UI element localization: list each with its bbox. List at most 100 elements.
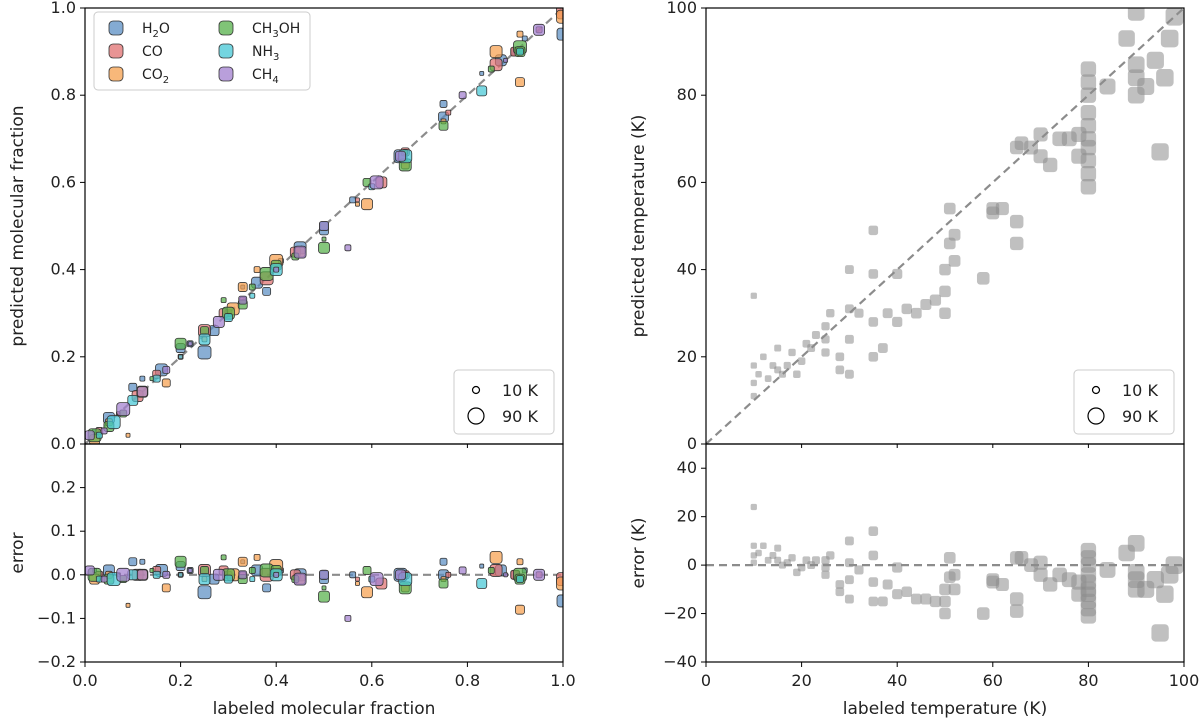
data-point-nh3 <box>516 47 524 56</box>
temperature-point <box>1080 131 1097 147</box>
data-point-ch4 <box>187 341 193 347</box>
fraction-error-xtick-label: 0.8 <box>455 671 480 690</box>
temperature-error-point <box>1156 585 1174 603</box>
legend-swatch-co <box>108 43 124 59</box>
error-point-co2 <box>253 553 261 561</box>
error-point-ch4 <box>187 568 193 573</box>
data-point-nh3 <box>198 333 211 346</box>
error-point-nh3 <box>516 575 524 584</box>
error-point-ch4 <box>85 565 95 576</box>
temperature-error-point <box>788 554 796 562</box>
temperature-error-point <box>868 596 879 607</box>
data-point-ch4 <box>503 57 509 63</box>
temperature-point <box>892 316 903 328</box>
data-point-ch3oh <box>438 120 449 131</box>
temperature-error-point <box>844 558 854 568</box>
data-point-h2o <box>262 286 272 296</box>
temperature-point <box>1080 179 1097 195</box>
temperature-ytick-label: 60 <box>677 172 697 191</box>
error-point-nh3 <box>476 578 488 589</box>
fraction-size-label-small: 10 K <box>502 381 538 400</box>
temperature-error-xtick-label: 100 <box>1169 671 1200 690</box>
data-point-ch4 <box>533 23 545 36</box>
data-point-h2o <box>556 27 563 41</box>
data-point-nh3 <box>127 394 139 406</box>
plot-area <box>706 503 1184 642</box>
data-point-nh3 <box>178 354 184 360</box>
error-point-co2 <box>125 602 131 608</box>
temperature-point <box>1009 214 1024 229</box>
data-point-h2o <box>139 375 146 382</box>
plot-area <box>85 8 563 444</box>
fraction-ytick-label: 0.4 <box>51 260 76 279</box>
temperature-point <box>882 308 893 319</box>
fraction-size-legend: 10 K 90 K <box>453 369 555 435</box>
temperature-error-point <box>976 607 990 620</box>
temperature-point <box>1127 8 1145 21</box>
temperature-size-marker-small <box>1091 385 1101 395</box>
temperature-error-point <box>868 577 879 587</box>
temperature-ytick-label: 100 <box>666 0 697 17</box>
error-point-ch4 <box>533 568 545 581</box>
temperature-error-point <box>892 589 903 600</box>
temperature-point <box>868 225 879 236</box>
temperature-error-point <box>1033 555 1048 570</box>
temperature-point <box>868 269 879 279</box>
error-point-co2 <box>516 558 524 566</box>
temperature-point <box>1165 8 1184 26</box>
error-point-ch4 <box>212 568 225 581</box>
fraction-size-marker-small <box>471 385 481 395</box>
temperature-error-point <box>769 552 777 559</box>
fraction-error-xtick-label: 0.2 <box>168 671 193 690</box>
temperature-error-point <box>882 579 893 590</box>
error-point-ch4 <box>100 575 108 583</box>
panel-fraction-prediction: 0.0 0.2 0.4 0.6 0.8 1.0 predicted molecular fr… <box>8 0 564 453</box>
data-point-co2 <box>515 77 525 88</box>
temperature-point <box>835 352 845 362</box>
temperature-point <box>788 348 796 357</box>
temperature-error-xtick-label: 60 <box>983 671 1003 690</box>
temperature-point <box>1080 61 1097 77</box>
data-point-ch4 <box>293 245 307 259</box>
temperature-error-point <box>1009 604 1024 618</box>
temperature-error-point <box>811 556 820 565</box>
temperature-error-ytick-label: −40 <box>663 652 697 671</box>
temperature-point <box>868 352 879 362</box>
legend-swatch-nh3 <box>218 43 234 59</box>
temperature-error-xtick-label: 80 <box>1078 671 1098 690</box>
legend-label-ch4: CH4 <box>252 67 279 86</box>
temperature-point <box>811 331 820 339</box>
temperature-error-point <box>774 556 782 564</box>
error-point-ch3oh <box>318 590 330 603</box>
data-point-ch4 <box>238 295 248 305</box>
legend-swatch-h2o <box>108 20 124 36</box>
error-point-co2 <box>355 581 360 586</box>
temperature-error-point <box>1146 571 1164 589</box>
temperature-error-point <box>854 565 864 575</box>
temperature-error-point <box>868 526 879 536</box>
temperature-error-point <box>1127 564 1145 581</box>
error-point-ch4 <box>395 569 406 581</box>
temperature-error-point <box>948 568 961 581</box>
temperature-error-point <box>797 563 806 572</box>
temperature-point <box>774 344 782 352</box>
data-point-ch3oh <box>248 283 256 291</box>
temperature-point <box>844 304 854 314</box>
error-point-ch3oh <box>248 567 256 574</box>
fraction-error-ytick-label: 0.2 <box>51 478 76 497</box>
temperature-point <box>901 303 912 315</box>
species-legend-box <box>93 11 311 91</box>
data-point-nh3 <box>249 292 256 299</box>
temperature-point <box>778 370 787 378</box>
temperature-point <box>793 370 801 378</box>
data-point-nh3 <box>95 431 103 439</box>
legend-label-nh3: NH3 <box>252 44 279 63</box>
temperature-error-point <box>939 583 951 596</box>
fraction-error-xtick-label: 0.0 <box>72 671 97 690</box>
temperature-error-point <box>755 549 762 557</box>
temperature-point <box>764 375 772 382</box>
data-point-ch4 <box>319 221 329 231</box>
temperature-point <box>939 263 951 276</box>
fraction-error-ytick-label: −0.1 <box>37 608 76 627</box>
temperature-ytick-label: 80 <box>677 85 697 104</box>
